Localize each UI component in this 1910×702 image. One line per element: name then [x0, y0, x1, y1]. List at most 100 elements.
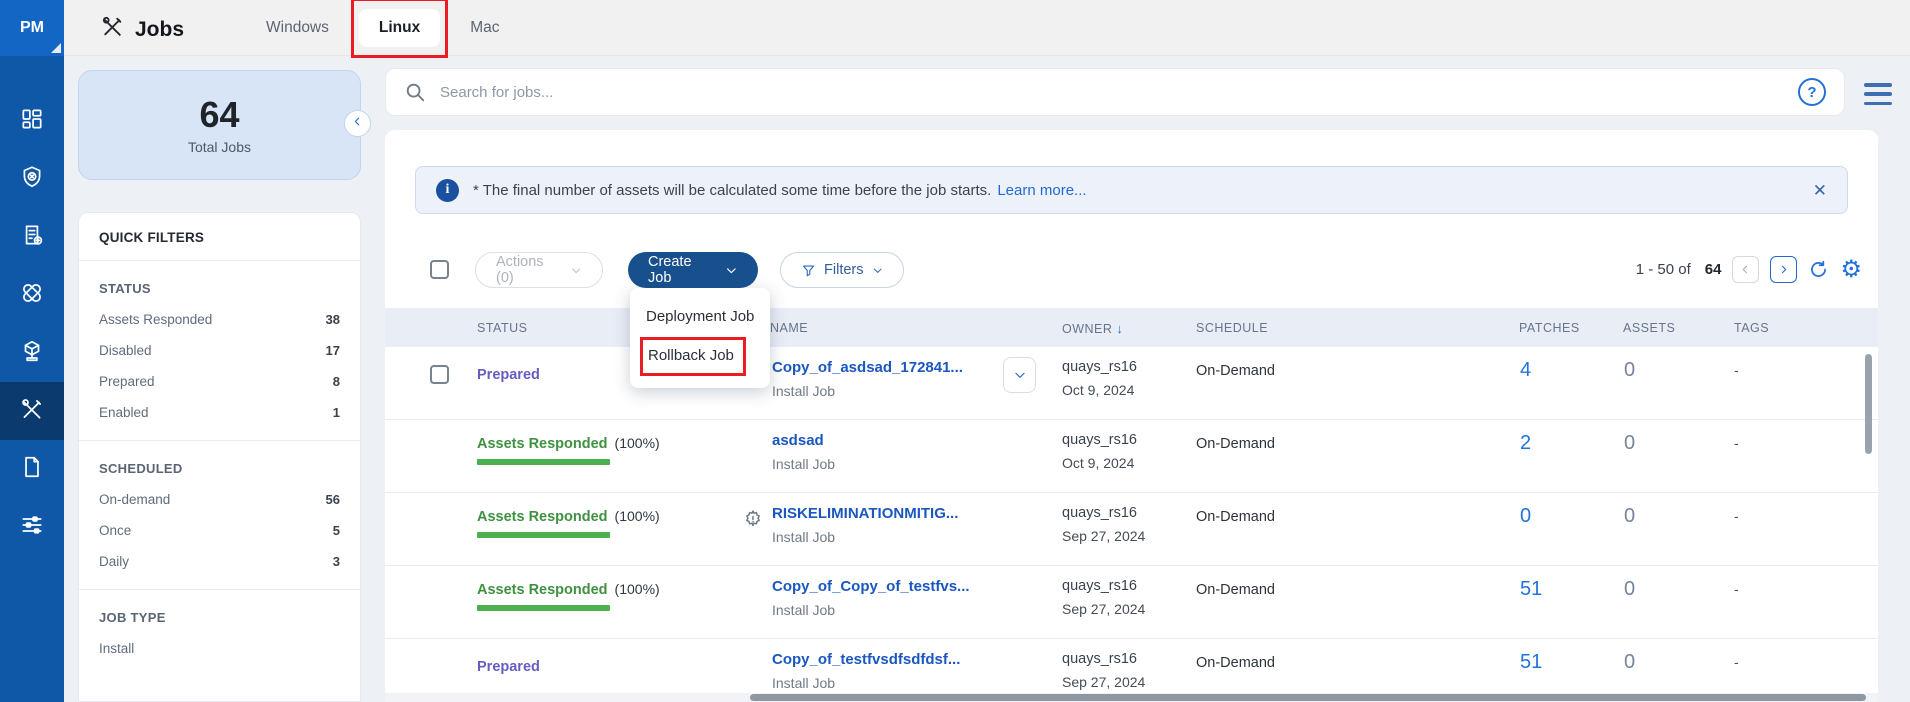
job-name-link[interactable]: RISKELIMINATIONMITIG...	[772, 505, 959, 522]
jobs-content-card: i * The final number of assets will be c…	[385, 130, 1878, 702]
actions-button[interactable]: Actions (0)	[475, 252, 603, 288]
column-status[interactable]: STATUS	[477, 321, 528, 335]
filter-enabled[interactable]: Enabled 1	[99, 405, 340, 420]
row-checkbox[interactable]	[430, 365, 449, 384]
tab-windows[interactable]: Windows	[266, 19, 329, 36]
shield-icon	[19, 164, 45, 195]
job-name-link[interactable]: Copy_of_Copy_of_testfvs...	[772, 578, 970, 595]
column-assets[interactable]: ASSETS	[1623, 321, 1676, 335]
pagination-total: 64	[1704, 261, 1722, 278]
patches-count[interactable]: 51	[1520, 651, 1543, 673]
job-type-label: Install Job	[772, 456, 836, 472]
refresh-button[interactable]	[1808, 259, 1829, 280]
menu-item-rollback-job[interactable]: Rollback Job	[648, 347, 734, 364]
patches-count[interactable]: 4	[1520, 359, 1532, 381]
learn-more-link[interactable]: Learn more...	[997, 181, 1087, 199]
job-name-link[interactable]: Copy_of_asdsad_172841...	[772, 359, 963, 376]
job-type-label: Install Job	[772, 675, 836, 691]
tags-value: -	[1734, 362, 1739, 378]
sidebar-item-configuration[interactable]	[0, 498, 64, 556]
app-logo: PM	[0, 0, 64, 56]
sidebar-item-assets[interactable]	[0, 324, 64, 382]
filter-assets-responded[interactable]: Assets Responded 38	[99, 312, 340, 327]
status-badge: Prepared	[477, 659, 540, 675]
info-icon: i	[436, 178, 459, 202]
next-page-button[interactable]	[1770, 256, 1798, 283]
status-badge: Assets Responded	[477, 509, 608, 525]
create-job-button[interactable]: Create Job	[628, 252, 758, 288]
patches-count[interactable]: 0	[1520, 505, 1532, 527]
filter-daily[interactable]: Daily 3	[99, 554, 340, 569]
chevron-down-icon	[873, 268, 882, 273]
assets-count[interactable]: 0	[1624, 651, 1636, 673]
vertical-scrollbar[interactable]	[1865, 354, 1872, 454]
table-row: Prepared Copy_of_asdsad_172841... Instal…	[385, 347, 1878, 420]
prev-page-button[interactable]	[1732, 256, 1760, 283]
total-jobs-label: Total Jobs	[187, 138, 252, 155]
sidebar-item-reports[interactable]	[0, 208, 64, 266]
column-patches[interactable]: PATCHES	[1519, 321, 1580, 335]
column-owner[interactable]: OWNER ↓	[1062, 321, 1124, 336]
owner-label: quays_rs16	[1062, 359, 1137, 375]
job-name-link[interactable]: asdsad	[772, 432, 824, 449]
sort-desc-icon: ↓	[1116, 321, 1124, 336]
horizontal-scrollbar[interactable]	[750, 694, 1866, 701]
patches-count[interactable]: 51	[1520, 578, 1543, 600]
filter-on-demand[interactable]: On-demand 56	[99, 492, 340, 507]
row-expand-button[interactable]	[1003, 357, 1036, 393]
job-name-link[interactable]: Copy_of_testfvsdfsdfdsf...	[772, 651, 961, 668]
filter-count: 17	[325, 343, 340, 358]
filters-button[interactable]: Filters	[780, 252, 904, 288]
menu-hamburger-icon[interactable]	[1864, 83, 1892, 105]
status-progress-bar	[477, 532, 610, 538]
page-title-text: Jobs	[135, 17, 185, 41]
job-type-label: Install Job	[772, 529, 836, 545]
app-logo-text: PM	[20, 19, 44, 36]
document-icon	[19, 454, 45, 485]
table-row: Assets Responded (100%) Copy_of_Copy_of_t…	[385, 566, 1878, 639]
filter-funnel-icon	[802, 265, 815, 276]
search-input[interactable]	[440, 83, 1798, 101]
filter-install[interactable]: Install	[99, 641, 135, 656]
filter-count: 8	[332, 374, 340, 389]
report-icon	[19, 222, 45, 253]
filter-prepared[interactable]: Prepared 8	[99, 374, 340, 389]
collapse-panel-button[interactable]	[344, 110, 371, 137]
filter-count: 56	[325, 492, 340, 507]
sidebar-item-documents[interactable]	[0, 440, 64, 498]
column-tags[interactable]: TAGS	[1734, 321, 1770, 335]
assets-count[interactable]: 0	[1624, 359, 1636, 381]
sidebar-item-dashboard[interactable]	[0, 92, 64, 150]
job-type-label: Install Job	[772, 602, 836, 618]
status-badge: Assets Responded	[477, 582, 608, 598]
create-job-menu: Deployment Job Rollback Job	[630, 288, 770, 388]
patches-count[interactable]: 2	[1520, 432, 1532, 454]
assets-count[interactable]: 0	[1624, 432, 1636, 454]
filter-count: 3	[332, 554, 340, 569]
sidebar-item-vulnerabilities[interactable]	[0, 150, 64, 208]
topbar: Jobs Windows Linux Mac	[64, 0, 1910, 58]
assets-count[interactable]: 0	[1624, 505, 1636, 527]
filter-once[interactable]: Once 5	[99, 523, 340, 538]
page-title: Jobs	[100, 14, 184, 45]
info-banner: i * The final number of assets will be c…	[415, 166, 1848, 214]
tab-mac[interactable]: Mac	[470, 19, 500, 36]
column-name[interactable]: NAME	[770, 321, 809, 335]
section-title-job-type: JOB TYPE	[99, 610, 166, 625]
sliders-icon	[19, 512, 45, 543]
sidebar-item-patches[interactable]	[0, 266, 64, 324]
date-label: Oct 9, 2024	[1062, 382, 1135, 398]
horizontal-scrollbar-track	[385, 693, 1878, 702]
close-icon[interactable]: ✕	[1812, 180, 1827, 200]
chevron-right-icon	[1782, 265, 1787, 274]
tab-linux[interactable]: Linux	[358, 9, 441, 47]
sidebar-item-jobs[interactable]	[0, 382, 64, 440]
status-badge: Prepared	[477, 367, 540, 383]
filter-disabled[interactable]: Disabled 17	[99, 343, 340, 358]
table-settings-button[interactable]: ⚙	[1840, 257, 1862, 282]
help-icon[interactable]: ?	[1798, 78, 1826, 106]
column-schedule[interactable]: SCHEDULE	[1196, 321, 1269, 335]
assets-count[interactable]: 0	[1624, 578, 1636, 600]
menu-item-deployment-job[interactable]: Deployment Job	[646, 308, 755, 325]
select-all-checkbox[interactable]	[430, 260, 449, 279]
